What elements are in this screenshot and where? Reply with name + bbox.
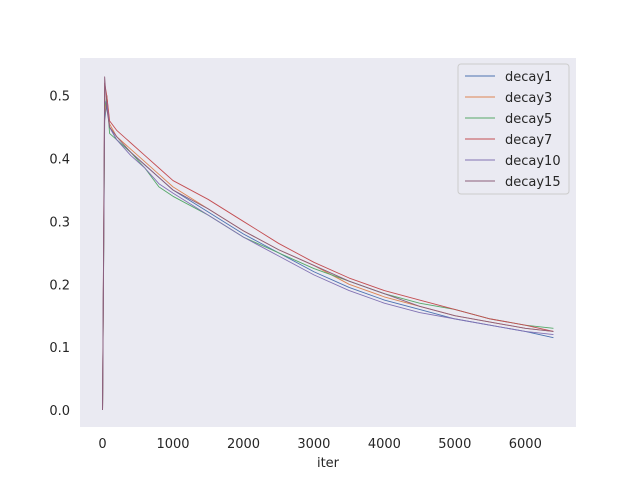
y-tick-label: 0.5 (49, 90, 70, 105)
x-tick-label: 5000 (438, 437, 471, 452)
y-tick-labels: 0.0 0.1 0.2 0.3 0.4 0.5 (49, 90, 70, 419)
series-layer (102, 76, 554, 411)
legend-label-decay7: decay7 (505, 133, 552, 148)
y-tick-label: 0.3 (49, 215, 70, 230)
x-tick-label: 3000 (297, 437, 330, 452)
x-tick-label: 0 (98, 437, 106, 452)
y-tick-label: 0.4 (49, 153, 70, 168)
y-tick-label: 0.1 (49, 341, 70, 356)
y-tick-label: 0.2 (49, 278, 70, 293)
legend-label-decay5: decay5 (505, 112, 552, 127)
x-tick-label: 4000 (368, 437, 401, 452)
legend-label-decay3: decay3 (505, 91, 552, 106)
series-line-decay15 (102, 76, 554, 411)
x-tick-label: 1000 (156, 437, 189, 452)
y-tick-label: 0.0 (49, 404, 70, 419)
legend-label-decay15: decay15 (505, 175, 561, 190)
x-axis-label: iter (317, 456, 340, 471)
legend-label-decay1: decay1 (505, 70, 552, 85)
x-tick-labels: 0 1000 2000 3000 4000 5000 6000 (98, 437, 541, 452)
series-line-decay7 (102, 82, 554, 411)
x-tick-label: 2000 (227, 437, 260, 452)
legend: decay1 decay3 decay5 decay7 decay10 decay15 (457, 63, 570, 195)
x-tick-label: 6000 (509, 437, 542, 452)
legend-items: decay1 decay3 decay5 decay7 decay10 decay15 (465, 70, 561, 190)
legend-label-decay10: decay10 (505, 154, 561, 169)
